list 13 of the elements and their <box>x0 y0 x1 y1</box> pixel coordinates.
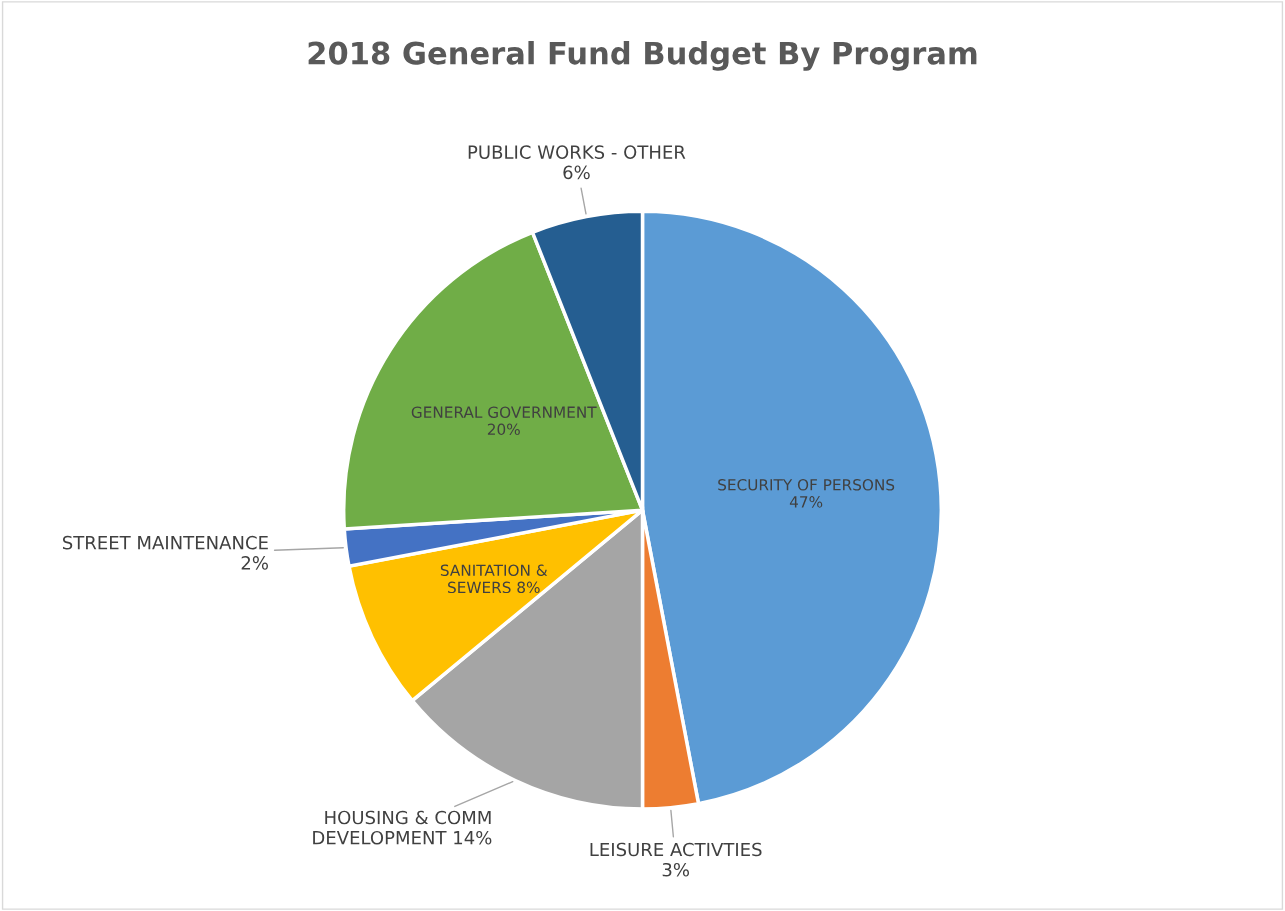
data-label: 6% <box>563 165 590 180</box>
data-label: 47% <box>789 496 823 508</box>
slice-label: HOUSING & COMM DEVELOPMENT 14% <box>313 810 492 845</box>
data-label: 20% <box>487 423 520 436</box>
chart-title: 2018 General Fund Budget By Program <box>308 41 977 71</box>
slice-label: STREET MAINTENANCE <box>62 535 268 550</box>
slice-label: LEISURE ACTIVTIES <box>590 842 762 857</box>
slice-label: SANITATION & SEWERS 8% <box>440 564 548 594</box>
slice-label: SECURITY OF PERSONS <box>718 479 895 491</box>
slice-label: PUBLIC WORKS - OTHER <box>468 145 686 159</box>
slice-label: GENERAL GOVERNMENT <box>411 406 597 418</box>
data-label: 2% <box>241 556 268 570</box>
data-label: 3% <box>662 862 690 877</box>
